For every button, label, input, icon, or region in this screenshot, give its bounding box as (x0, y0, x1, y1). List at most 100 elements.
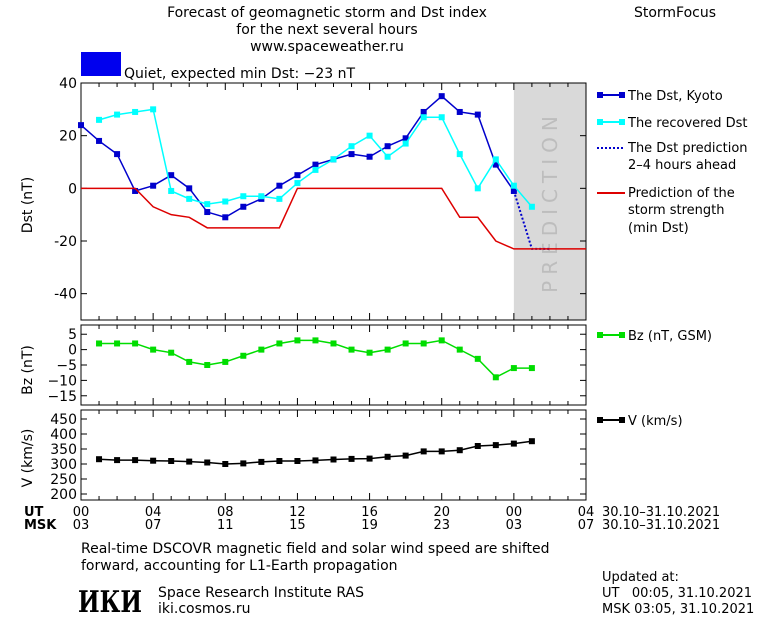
data-point-v (312, 457, 319, 464)
data-point-bz (276, 340, 283, 347)
ut-tick-label: 12 (289, 505, 306, 520)
y-tick-label: 5 (68, 327, 77, 343)
data-point-bz (420, 340, 427, 347)
data-point-v (276, 458, 283, 464)
ut-tick-label: 08 (217, 505, 234, 520)
y-tick-label: 450 (50, 412, 77, 428)
y-tick-label: -20 (54, 234, 77, 250)
data-point-v (96, 456, 103, 463)
data-point-kyoto (222, 214, 229, 221)
data-point-kyoto (348, 151, 355, 158)
y-tick-label: 350 (50, 442, 77, 458)
data-point-kyoto (276, 182, 283, 189)
data-point-v (438, 448, 445, 455)
data-point-kyoto (420, 108, 427, 115)
data-point-v (186, 458, 193, 465)
data-point-v (330, 456, 337, 463)
legend-storm-label-3: (min Dst) (628, 221, 689, 236)
data-point-v (222, 461, 229, 467)
y-tick-label: −15 (47, 389, 77, 405)
data-point-bz (204, 362, 211, 368)
data-point-v (258, 458, 265, 465)
data-point-bz (456, 346, 463, 353)
bz-panel: 50−5−10−15 (47, 324, 587, 406)
data-point-bz (222, 358, 229, 365)
legend-kyoto-label: The Dst, Kyoto (627, 89, 723, 104)
prediction-zone (513, 83, 586, 320)
brand-name: StormFocus (634, 5, 716, 21)
y-tick-label: −10 (47, 373, 77, 389)
title-line-2: for the next several hours (236, 22, 417, 38)
data-point-bz (528, 365, 535, 372)
data-point-recovered (438, 114, 445, 121)
plot-frame (80, 82, 587, 321)
data-point-kyoto (402, 135, 409, 142)
data-point-recovered (222, 198, 229, 205)
status-color-swatch (81, 52, 121, 76)
data-point-recovered (258, 193, 265, 200)
legend-storm-label-2: storm strength (628, 203, 725, 218)
data-point-bz (402, 340, 409, 347)
data-point-recovered (456, 151, 463, 158)
data-point-bz (366, 349, 373, 356)
data-point-v (240, 460, 247, 467)
data-point-kyoto (456, 108, 463, 115)
data-point-kyoto (78, 122, 84, 129)
data-point-recovered (330, 156, 337, 163)
prediction-label: PREDICTION (538, 110, 562, 293)
msk-tick-label: 07 (578, 518, 595, 533)
legend-recovered-label: The recovered Dst (627, 116, 747, 131)
y-tick-label: 300 (50, 457, 77, 473)
site-url[interactable]: www.spaceweather.ru (250, 39, 404, 55)
ut-row-label: UT (24, 505, 44, 520)
data-point-recovered (528, 203, 535, 210)
data-point-v (492, 442, 499, 449)
data-point-recovered (96, 116, 103, 123)
data-point-bz (168, 349, 175, 356)
data-point-bz (348, 346, 355, 353)
footer-note-line-2: forward, accounting for L1-Earth propaga… (81, 558, 398, 574)
data-point-bz (330, 340, 337, 347)
data-point-kyoto (114, 151, 121, 158)
data-point-v (348, 455, 355, 462)
series-line-recovered (98, 108, 533, 208)
data-point-kyoto (492, 161, 499, 168)
data-point-recovered (384, 153, 391, 160)
data-point-recovered (492, 156, 499, 163)
legend-prediction-label: The Dst prediction (627, 141, 748, 156)
data-point-kyoto (96, 137, 103, 144)
data-point-v (132, 457, 139, 464)
data-point-v (168, 458, 175, 464)
y-tick-label: 400 (50, 427, 77, 443)
data-point-v (528, 438, 535, 445)
institute-site[interactable]: iki.cosmos.ru (158, 601, 250, 617)
plot-frame (80, 324, 587, 406)
data-point-v (474, 443, 481, 449)
data-point-kyoto (366, 153, 373, 160)
data-point-recovered (510, 182, 517, 189)
data-point-v (150, 457, 157, 464)
data-point-kyoto (312, 161, 319, 168)
ut-tick-label: 00 (506, 505, 523, 520)
data-point-bz (186, 358, 193, 365)
series-line-storm (81, 187, 586, 250)
data-point-recovered (240, 193, 247, 200)
data-point-kyoto (294, 172, 301, 179)
institute-name: Space Research Institute RAS (158, 585, 364, 601)
data-point-kyoto (204, 209, 211, 216)
msk-tick-label: 03 (73, 518, 90, 533)
legend-prediction: The Dst prediction 2–4 hours ahead (597, 141, 748, 173)
data-point-v (402, 452, 409, 459)
data-point-v (456, 447, 463, 454)
legend-prediction-label-2: 2–4 hours ahead (628, 158, 736, 173)
data-point-v (294, 458, 301, 464)
data-point-bz (240, 352, 247, 359)
data-point-recovered (276, 195, 283, 202)
data-point-bz (258, 346, 265, 353)
legend-bz: Bz (nT, GSM) (597, 329, 712, 344)
data-point-recovered (420, 114, 427, 121)
dst-panel: -40 -20 0 20 40 (54, 76, 587, 321)
data-point-bz (294, 337, 301, 344)
data-point-bz (114, 340, 121, 347)
